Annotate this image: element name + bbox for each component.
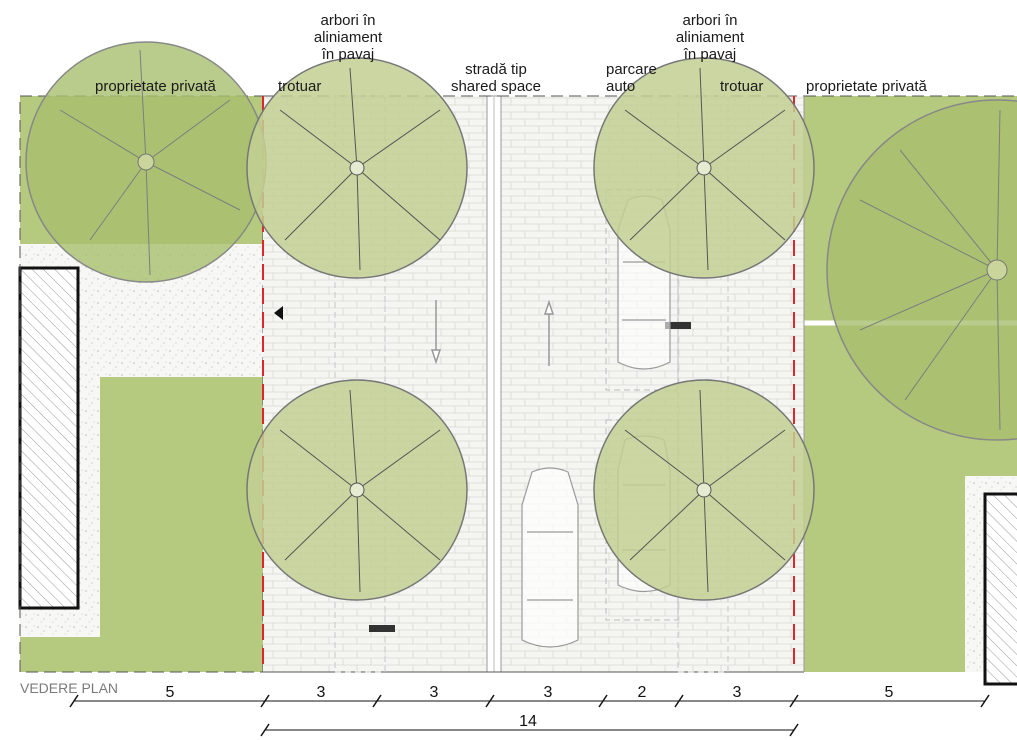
label-sidewalk-left: trotuar — [278, 78, 321, 95]
bench-icon — [665, 322, 691, 329]
dimension-label: 3 — [430, 684, 439, 701]
label-trees-left-line3: în pavaj — [321, 46, 375, 63]
label-trees-left-line1: arbori în — [320, 12, 375, 29]
label-sidewalk-right: trotuar — [720, 78, 763, 95]
label-private-property-right: proprietate privată — [806, 78, 928, 95]
label-parking-line1: parcare — [606, 61, 657, 78]
label-parking-line2: auto — [606, 78, 635, 95]
bench-icon — [369, 625, 395, 632]
tree-icon — [826, 99, 1017, 441]
dimension-label: 2 — [638, 684, 647, 701]
arrow-up-icon — [543, 299, 555, 366]
label-trees-right-line2: aliniament — [676, 29, 745, 46]
dimension-label: 3 — [733, 684, 742, 701]
arrow-down-icon — [430, 300, 442, 365]
tree-icon — [246, 57, 468, 279]
label-trees-right-line3: în pavaj — [683, 46, 737, 63]
tree-icon — [246, 379, 468, 601]
dimension-label: 5 — [885, 684, 894, 701]
tree-icon — [593, 57, 815, 279]
label-private-property-left: proprietate privată — [95, 78, 217, 95]
view-caption: VEDERE PLAN — [20, 680, 118, 696]
tree-icon — [25, 41, 267, 283]
dimension-lines: 5 3 3 3 2 3 5 14 — [69, 684, 990, 737]
label-street-line1: stradă tip — [465, 61, 527, 78]
label-street-line2: shared space — [451, 78, 541, 95]
label-trees-left-line2: aliniament — [314, 29, 383, 46]
dimension-label: 5 — [166, 684, 175, 701]
dimension-label: 3 — [544, 684, 553, 701]
tree-icon — [593, 379, 815, 601]
dimension-total-label: 14 — [519, 713, 537, 730]
top-labels: proprietate privată trotuar arbori în al… — [95, 12, 928, 95]
dimension-label: 3 — [317, 684, 326, 701]
entrance-marker-icon — [274, 306, 283, 320]
car-icon — [521, 467, 579, 648]
label-trees-right-line1: arbori în — [682, 12, 737, 29]
